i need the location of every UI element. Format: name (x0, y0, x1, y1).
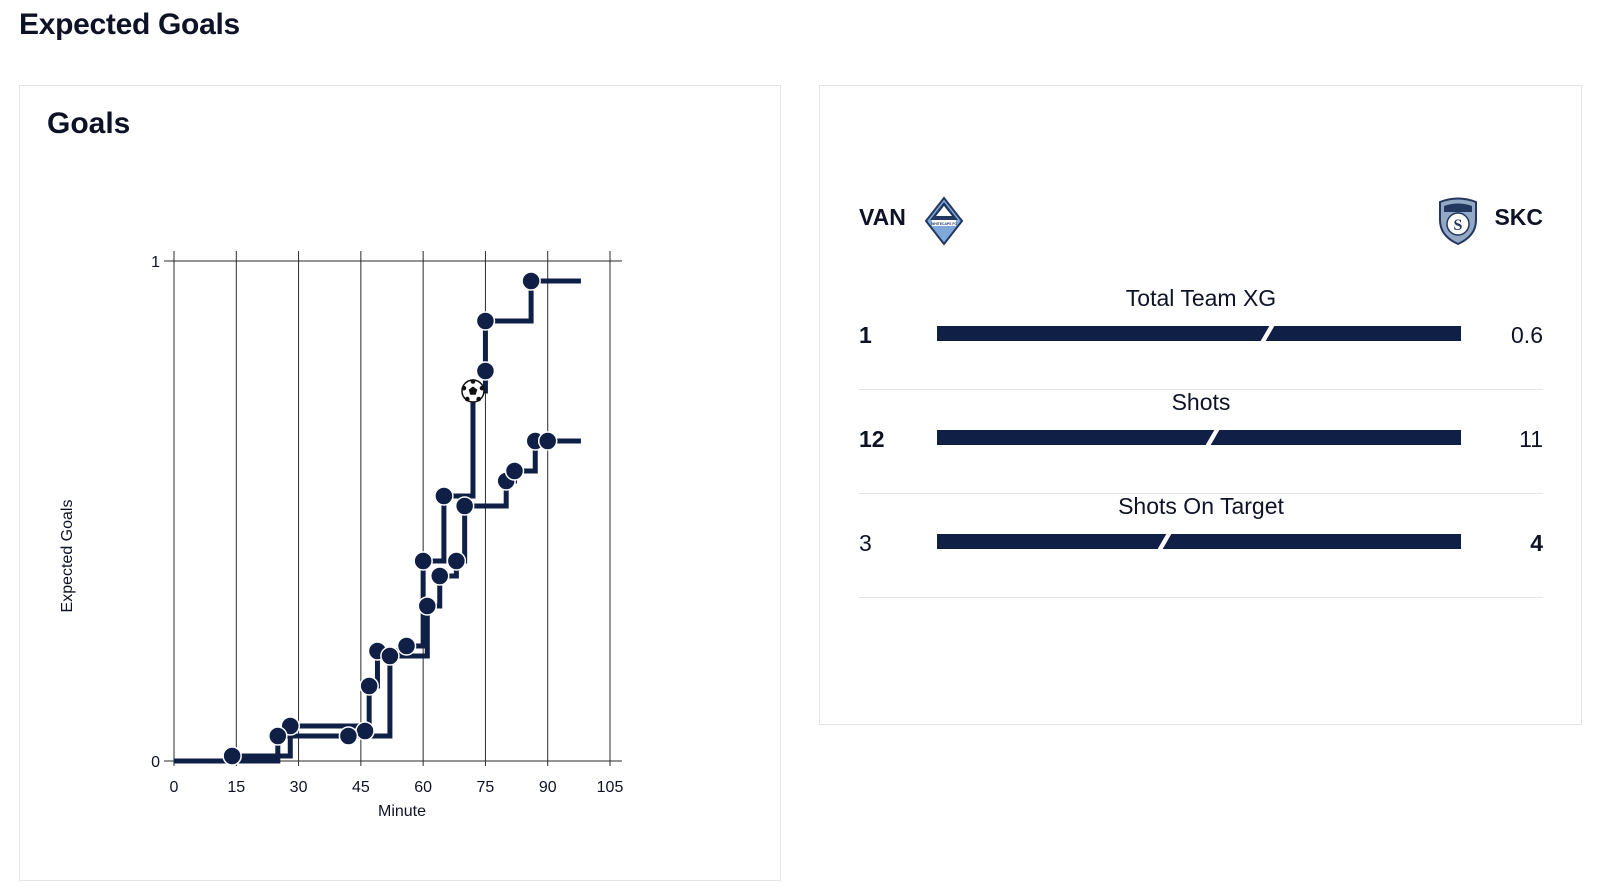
y-tick-label: 1 (151, 254, 160, 271)
x-tick-label: 0 (170, 779, 179, 796)
page-title: Expected Goals (19, 8, 240, 41)
stat-away-value: 4 (1530, 530, 1543, 556)
shot-point-skc[interactable] (454, 496, 475, 516)
stat-comparison-bar (937, 426, 1461, 449)
shot-point-skc[interactable] (338, 726, 359, 746)
shot-point-skc[interactable] (446, 551, 467, 571)
stat-label: Shots (1171, 389, 1231, 415)
stat-away-value: 11 (1519, 426, 1543, 452)
stat-label: Total Team XG (1125, 285, 1277, 311)
x-tick-label: 75 (477, 779, 495, 796)
shot-point-skc[interactable] (430, 566, 450, 586)
shot-point-van[interactable] (475, 361, 496, 381)
chart-axes: 0 15 30 45 60 75 90 105 0 1 (151, 254, 623, 796)
goal-ball-icon[interactable] (461, 379, 485, 403)
stat-home-value: 1 (859, 322, 872, 348)
stat-home-value: 12 (859, 426, 885, 452)
shot-point-van[interactable] (521, 271, 541, 291)
goal-ball-patch (470, 379, 476, 384)
shot-point-van[interactable] (355, 721, 375, 741)
shot-point-van[interactable] (396, 636, 417, 656)
chart-grid (164, 251, 622, 766)
x-tick-label: 90 (539, 779, 557, 796)
goals-card-title: Goals (47, 107, 131, 140)
stat-comparison-bar (937, 530, 1461, 553)
sporting-kc-crest-text: S (1454, 217, 1463, 234)
x-tick-label: 30 (290, 779, 308, 796)
shot-point-van[interactable] (359, 676, 379, 696)
x-axis-title: Minute (378, 803, 426, 820)
stat-away-value: 0.6 (1511, 322, 1543, 348)
goal-ball-patch (464, 396, 470, 402)
shot-point-van[interactable] (222, 746, 242, 766)
stat-row: Shots On Target 3 4 (859, 493, 1543, 598)
goals-card: Goals 0 15 30 45 60 75 90 105 0 1 Minute Expected… (19, 85, 781, 881)
sporting-kc-crest-icon[interactable]: S (1436, 196, 1480, 246)
goal-ball-center (468, 386, 478, 395)
chart-points (222, 271, 558, 766)
xg-step-line-skc (174, 438, 581, 764)
stat-row: Shots 12 11 (859, 389, 1543, 494)
x-tick-label: 45 (352, 779, 370, 796)
stat-bar-divider (1154, 530, 1174, 553)
stat-row: Total Team XG 1 0.6 (859, 285, 1543, 390)
stat-bar-divider (1257, 322, 1277, 345)
home-team-abbr[interactable]: VAN (859, 204, 906, 230)
goal-ball-patch (461, 385, 467, 391)
shot-point-skc[interactable] (268, 726, 288, 746)
shot-point-skc[interactable] (504, 461, 525, 481)
stat-bar-divider (1203, 426, 1223, 449)
away-team-abbr[interactable]: SKC (1494, 204, 1543, 230)
stat-label: Shots On Target (1118, 493, 1284, 519)
goal-ball-patch (479, 385, 485, 391)
shot-point-skc[interactable] (417, 596, 438, 616)
shot-point-skc[interactable] (380, 646, 400, 666)
whitecaps-crest-icon[interactable]: WHITECAPS FC (924, 196, 964, 246)
stat-comparison-bar (937, 322, 1461, 345)
team-comparison-card: VAN WHITECAPS FC S SKC Total Team XG 1 0.6… (819, 85, 1582, 725)
shot-point-skc[interactable] (537, 431, 558, 451)
shot-point-van[interactable] (475, 311, 496, 331)
x-tick-label: 105 (597, 779, 624, 796)
shot-point-van[interactable] (434, 486, 454, 506)
x-tick-label: 60 (414, 779, 432, 796)
goal-ball-patch (476, 396, 481, 402)
xg-timeline-chart: 0 15 30 45 60 75 90 105 0 1 Minute Expected Goals (59, 251, 623, 820)
stat-home-value: 3 (859, 530, 872, 556)
y-axis-title: Expected Goals (59, 500, 76, 613)
whitecaps-crest-text: WHITECAPS FC (931, 222, 957, 226)
y-tick-label: 0 (151, 754, 160, 771)
x-tick-label: 15 (227, 779, 245, 796)
shot-point-van[interactable] (413, 551, 433, 571)
